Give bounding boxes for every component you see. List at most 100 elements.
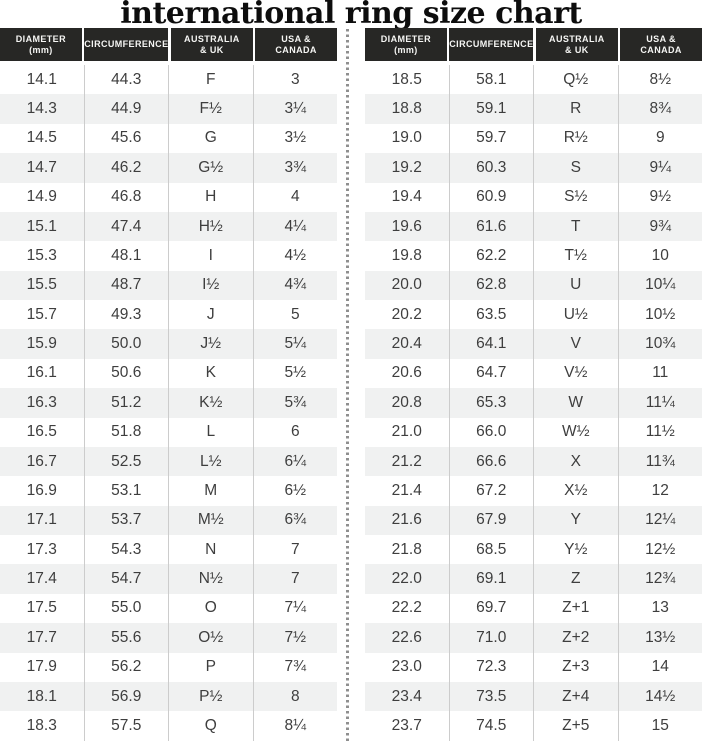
table-cell: 63.5: [450, 300, 534, 330]
table-cell: 53.7: [85, 505, 169, 535]
table-cell: 6½: [284, 481, 307, 499]
table-cell: 61.6: [450, 211, 534, 242]
table-row: 17.9 56.2 P 7¾: [0, 652, 337, 682]
table-cell: 72.3: [450, 652, 534, 682]
table-cell: 12: [651, 481, 669, 499]
header-cell-usa-canada: USA & CANADA: [255, 28, 337, 61]
table-cell: 18.1: [0, 681, 85, 712]
table-cell: 7½: [284, 628, 307, 646]
table-cell: 4¾: [284, 276, 307, 294]
table-cell: 56.9: [85, 681, 169, 712]
table-cell: 64.1: [450, 329, 534, 359]
table-cell: 65.3: [450, 388, 534, 418]
table-cell: 15.5: [0, 270, 85, 300]
table-cell: M: [169, 476, 254, 506]
table-cell: 15.9: [0, 329, 85, 359]
table-cell: Q: [169, 711, 254, 741]
header-cell-australia-uk: AUSTRALIA & UK: [170, 28, 253, 61]
table-cell: 19.2: [365, 153, 450, 183]
table-cell: Q½: [534, 65, 619, 95]
table-row: 20.8 65.3 W 11¼: [365, 388, 702, 418]
table-cell: 16.3: [0, 388, 85, 418]
table-cell: 16.7: [0, 446, 85, 477]
table-row: 21.4 67.2 X½ 12: [365, 476, 702, 506]
table-cell: 3½: [284, 129, 307, 147]
table-cell: O: [169, 593, 254, 624]
table-cell: 16.9: [0, 476, 85, 506]
table-cell: H: [169, 182, 254, 212]
table-cell: R: [534, 94, 619, 124]
table-cell: L: [169, 417, 254, 447]
table-cell: 6¾: [284, 511, 307, 529]
table-cell: 60.9: [450, 182, 534, 212]
table-cell: 21.6: [365, 505, 450, 535]
table-cell: 67.2: [450, 476, 534, 506]
table-body-left: 14.1 44.3 F 3 14.3 44.9 F½ 3¼ 14.5 45.6 G 3½ 14.7 46.…: [0, 65, 337, 741]
table-row: 23.0 72.3 Z+3 14: [365, 652, 702, 682]
table-cell: 52.5: [85, 446, 169, 477]
table-cell: P: [169, 652, 254, 682]
table-row: 21.6 67.9 Y 12¼: [365, 505, 702, 535]
table-cell: 64.7: [450, 358, 534, 389]
table-header-row: DIAMETER (mm) CIRCUMFERENCE AUSTRALIA & …: [365, 28, 702, 61]
table-cell: 8¼: [284, 716, 307, 734]
table-cell: 6¼: [284, 452, 307, 470]
table-cell: 74.5: [450, 711, 534, 741]
table-row: 14.3 44.9 F½ 3¼: [0, 94, 337, 124]
table-cell: 22.2: [365, 593, 450, 624]
table-cell: 17.5: [0, 593, 85, 624]
table-row: 16.9 53.1 M 6½: [0, 476, 337, 506]
table-cell: 3: [290, 70, 300, 88]
table-cell: 49.3: [85, 300, 169, 330]
table-cell: 11¾: [645, 452, 675, 470]
table-cell: 48.7: [85, 270, 169, 300]
table-cell: 46.8: [85, 182, 169, 212]
table-cell: 16.1: [0, 358, 85, 389]
table-cell: 21.2: [365, 446, 450, 477]
table-cell: M½: [169, 505, 254, 535]
table-cell: 14.5: [0, 123, 85, 154]
table-row: 18.8 59.1 R 8¾: [365, 94, 702, 124]
table-cell: F½: [169, 94, 254, 124]
table-cell: Z: [534, 564, 619, 594]
size-table-right: DIAMETER (mm) CIRCUMFERENCE AUSTRALIA & …: [365, 28, 702, 741]
table-cell: T½: [534, 241, 619, 271]
table-cell: 21.8: [365, 535, 450, 565]
table-cell: 60.3: [450, 153, 534, 183]
table-cell: 62.8: [450, 270, 534, 300]
table-cell: 4: [290, 188, 300, 206]
table-cell: 7¼: [284, 599, 307, 617]
table-cell: Y: [534, 505, 619, 535]
table-row: 19.4 60.9 S½ 9½: [365, 182, 702, 212]
table-cell: 20.0: [365, 270, 450, 300]
table-cell: 15.1: [0, 211, 85, 242]
table-cell: 9¾: [649, 217, 672, 235]
table-cell: 20.8: [365, 388, 450, 418]
table-cell: 8½: [649, 70, 672, 88]
table-cell: V: [534, 329, 619, 359]
table-cell: 13½: [645, 628, 676, 646]
table-row: 15.3 48.1 I 4½: [0, 241, 337, 271]
table-cell: U: [534, 270, 619, 300]
table-cell: 21.0: [365, 417, 450, 447]
table-cell: U½: [534, 300, 619, 330]
header-cell-circumference: CIRCUMFERENCE: [449, 28, 534, 61]
table-cell: 11½: [645, 423, 675, 441]
table-row: 17.4 54.7 N½ 7: [0, 564, 337, 594]
table-row: 19.0 59.7 R½ 9: [365, 123, 702, 154]
table-cell: T: [534, 211, 619, 242]
table-cell: 21.4: [365, 476, 450, 506]
table-cell: 17.3: [0, 535, 85, 565]
table-cell: 14: [651, 658, 669, 676]
table-cell: R½: [534, 123, 619, 154]
table-cell: 12¼: [645, 511, 676, 529]
table-cell: 22.0: [365, 564, 450, 594]
table-row: 19.8 62.2 T½ 10: [365, 241, 702, 271]
table-cell: 6: [290, 423, 300, 441]
table-row: 16.3 51.2 K½ 5¾: [0, 388, 337, 418]
table-row: 23.7 74.5 Z+5 15: [365, 711, 702, 741]
dotted-divider: [346, 29, 349, 744]
table-cell: 3¾: [284, 158, 307, 176]
table-cell: 54.3: [85, 535, 169, 565]
table-cell: 3¼: [284, 100, 307, 118]
